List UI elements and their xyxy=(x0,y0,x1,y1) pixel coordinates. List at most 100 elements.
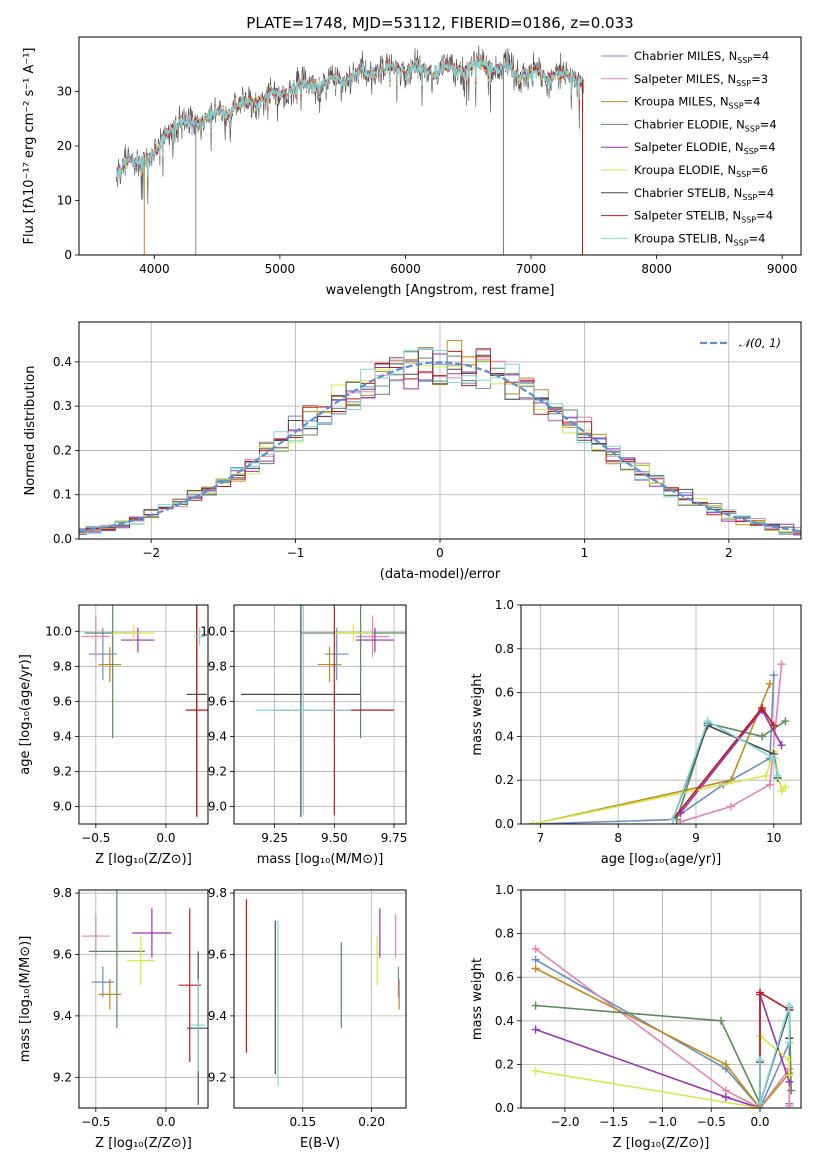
massweight-line xyxy=(532,675,775,824)
y-tick-label: 9.8 xyxy=(208,886,227,900)
plus-marker xyxy=(531,964,540,973)
x-tick-label: 0.0 xyxy=(156,831,175,845)
y-tick-label: 9.8 xyxy=(53,886,72,900)
legend-label: Kroupa STELIB, NSSP=4 xyxy=(634,231,765,247)
legend-label: Kroupa ELODIE, NSSP=6 xyxy=(634,163,768,179)
legend-subscript: SSP xyxy=(741,216,756,225)
errorbar-point xyxy=(191,979,206,1072)
errorbar-point xyxy=(241,605,361,817)
x-tick-label: −1.5 xyxy=(599,1115,628,1129)
y-tick-label: 9.8 xyxy=(53,659,72,673)
axes-frame xyxy=(78,321,802,540)
axes-frame xyxy=(233,604,407,825)
axes-frame xyxy=(78,889,209,1109)
legend-count: =4 xyxy=(749,231,766,245)
plus-marker xyxy=(756,988,765,997)
plus-marker xyxy=(785,1038,794,1047)
y-tick-label: 10.0 xyxy=(45,624,72,638)
plus-marker xyxy=(758,703,767,712)
massweight-line xyxy=(535,994,791,1108)
plus-marker xyxy=(781,717,790,726)
x-tick-label: 6000 xyxy=(390,262,421,276)
errorbar-point xyxy=(193,627,206,646)
x-tick-label: 9.25 xyxy=(261,831,288,845)
legend-label: Salpeter ELODIE, NSSP=4 xyxy=(634,140,776,156)
panel-residuals: −2 −1 0 1 2 0.0 0.1 0.2 0.3 0.4 (data-model)/error… xyxy=(23,321,802,582)
legend: 𝒩(0, 1) xyxy=(700,336,781,350)
y-axis-label: Flux [fλ10⁻¹⁷ erg cm⁻² s⁻¹ A⁻¹] xyxy=(22,48,37,245)
legend-model-name: Salpeter ELODIE, N xyxy=(634,140,744,154)
y-axis-label: age [log₁₀(age/yr)] xyxy=(18,654,33,775)
x-tick-label: 9000 xyxy=(767,262,798,276)
axes-frame xyxy=(520,889,802,1109)
y-tick-label: 0.0 xyxy=(53,532,72,546)
errorbar-point xyxy=(81,914,110,958)
plus-marker xyxy=(773,771,782,780)
y-tick-label: 0.0 xyxy=(495,817,514,831)
y-tick-label: 0.4 xyxy=(495,1014,514,1028)
y-tick-label: 9.6 xyxy=(53,694,72,708)
y-tick-label: 9.6 xyxy=(208,694,227,708)
histogram-salpeter-stelib xyxy=(79,350,801,534)
plus-marker xyxy=(758,732,767,741)
plus-marker xyxy=(756,1056,765,1065)
errorbar-point xyxy=(178,908,201,1062)
legend-count: =4 xyxy=(744,95,761,109)
errorbar-point xyxy=(255,605,352,816)
x-tick-label: −1 xyxy=(287,546,305,560)
spectrum-line-salpeter-elodie xyxy=(116,56,585,180)
y-axis-label: mass weight xyxy=(470,673,485,755)
axes-frame xyxy=(78,604,209,825)
legend-label: Chabrier MILES, NSSP=4 xyxy=(634,49,769,65)
x-tick-label: −0.5 xyxy=(81,1115,110,1129)
errorbar-point xyxy=(355,615,390,658)
y-axis-label: Normed distribution xyxy=(23,366,38,496)
legend-label: Kroupa MILES, NSSP=4 xyxy=(634,95,760,111)
errorbar-point xyxy=(81,615,110,658)
axes-frame xyxy=(233,889,407,1109)
plus-marker xyxy=(531,1025,540,1034)
y-tick-label: 0.3 xyxy=(53,399,72,413)
plus-marker xyxy=(777,787,786,796)
legend-count: =4 xyxy=(760,117,777,131)
y-tick-label: 0.8 xyxy=(495,927,514,941)
errorbar-point xyxy=(121,627,155,653)
plus-marker xyxy=(727,802,735,811)
errorbar-point xyxy=(132,908,172,958)
legend-subscript: SSP xyxy=(736,170,751,179)
x-tick-label: 0.20 xyxy=(358,1115,385,1129)
errorbar-point xyxy=(355,627,395,653)
y-tick-label: 10.0 xyxy=(200,624,227,638)
errorbar-point xyxy=(317,647,342,683)
plus-marker xyxy=(756,1099,765,1108)
massweight-line xyxy=(535,1004,792,1106)
plus-marker xyxy=(765,679,774,688)
legend-model-name: Kroupa ELODIE, N xyxy=(634,163,736,177)
x-tick-label: −2.0 xyxy=(550,1115,579,1129)
legend-model-name: Salpeter MILES, N xyxy=(634,72,736,86)
plus-marker xyxy=(769,671,778,680)
y-tick-label: 20 xyxy=(57,139,72,153)
plus-marker xyxy=(785,1056,794,1065)
histogram-chabrier-stelib xyxy=(79,348,801,535)
plus-marker xyxy=(777,660,786,669)
plus-marker xyxy=(703,717,712,726)
y-tick-label: 9.4 xyxy=(208,729,227,743)
axes-frame xyxy=(78,36,802,256)
x-axis-label: Z [log₁₀(Z/Z⊙)] xyxy=(95,1136,192,1151)
y-tick-label: 0.2 xyxy=(495,773,514,787)
legend-subscript: SSP xyxy=(737,56,752,65)
y-tick-label: 9.2 xyxy=(53,764,72,778)
x-tick-label: 0.0 xyxy=(750,1115,769,1129)
histogram-chabrier-elodie xyxy=(79,351,801,536)
x-axis-label: (data-model)/error xyxy=(380,567,501,582)
x-axis-label: wavelength [Angstrom, rest frame] xyxy=(326,283,555,298)
legend-subscript: SSP xyxy=(736,79,751,88)
errorbar-point xyxy=(98,647,122,683)
y-tick-label: 9.4 xyxy=(53,729,72,743)
massweight-line xyxy=(535,967,790,1108)
y-tick-label: 1.0 xyxy=(495,883,514,897)
gaussian-curve xyxy=(79,361,801,533)
panel-massweight-vs-Z: −2.0 −1.5 −1.0 −0.5 0.0 0.0 0.2 0.4 0.6 0.8 1.0 Z [… xyxy=(470,883,802,1151)
